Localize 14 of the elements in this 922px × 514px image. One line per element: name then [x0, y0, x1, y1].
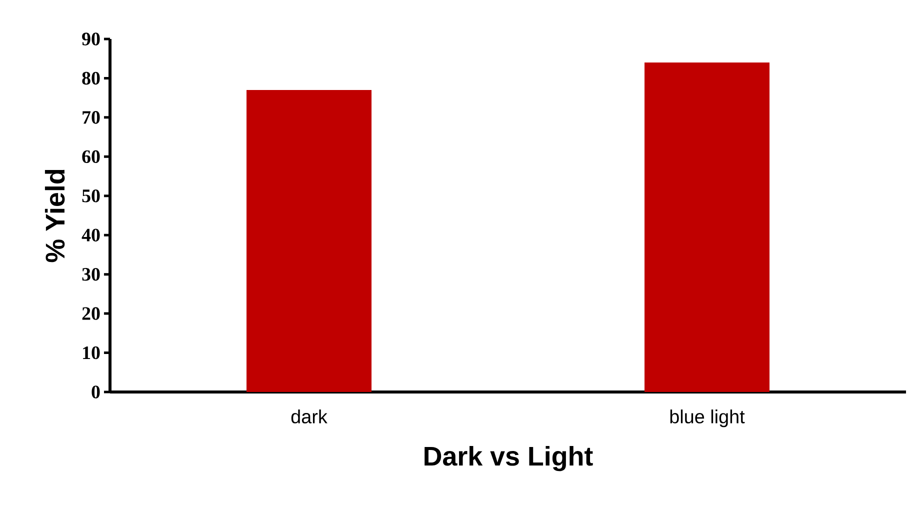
y-tick-label: 30	[82, 268, 100, 281]
y-tick-label: 0	[92, 386, 100, 398]
y-tick-label: 20	[82, 307, 100, 320]
y-tick-label: 40	[82, 228, 100, 242]
y-tick-label: 10	[83, 346, 100, 360]
y-tick-label: 90	[82, 32, 100, 46]
x-axis-title: Dark vs Light	[424, 446, 593, 472]
y-tick-label: 80	[82, 72, 100, 85]
y-axis-title: % Yield	[44, 170, 65, 262]
x-tick-label: blue light	[670, 410, 745, 428]
x-tick-label: dark	[291, 410, 328, 424]
y-tick-label: 60	[82, 150, 100, 164]
y-tick-label: 70	[82, 111, 100, 124]
y-tick-label: 50	[82, 190, 100, 202]
